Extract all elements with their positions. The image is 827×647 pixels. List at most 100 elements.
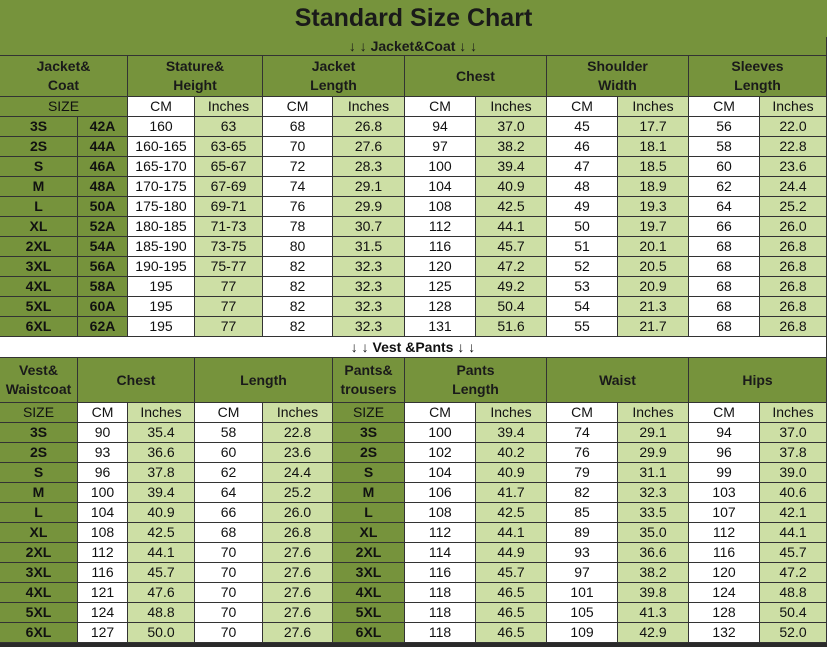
value-cell: 103 [689,483,760,503]
value-cell: 190-195 [128,257,195,277]
value-cell: 26.0 [263,503,333,523]
value-cell: 41.3 [618,603,689,623]
value-cell: 66 [195,503,263,523]
value-cell: 32.3 [333,277,405,297]
value-cell: 160 [128,117,195,137]
value-cell: 48.8 [128,603,195,623]
value-cell: 128 [689,603,760,623]
value-cell: 47.6 [128,583,195,603]
value-cell: 89 [547,523,618,543]
value-cell: 55 [547,317,618,337]
size-cell: 46A [78,157,128,177]
value-cell: 108 [405,503,476,523]
size-cell: 4XL [333,583,405,603]
value-cell: 68 [263,117,333,137]
unit-header: CM [547,403,618,423]
size-cell: 5XL [333,603,405,623]
value-cell: 37.0 [476,117,547,137]
value-cell: 73-75 [195,237,263,257]
value-cell: 195 [128,317,195,337]
column-header: Vest& Waistcoat [0,358,78,403]
value-cell: 160-165 [128,137,195,157]
value-cell: 44.1 [760,523,827,543]
unit-header: SIZE [0,403,78,423]
value-cell: 77 [195,277,263,297]
value-cell: 44.1 [476,523,547,543]
value-cell: 93 [547,543,618,563]
value-cell: 27.6 [263,603,333,623]
value-cell: 45.7 [476,237,547,257]
size-cell: S [0,157,78,177]
value-cell: 76 [547,443,618,463]
value-cell: 70 [263,137,333,157]
value-cell: 44.1 [476,217,547,237]
column-header: Sleeves Length [689,56,827,97]
value-cell: 124 [78,603,128,623]
value-cell: 51 [547,237,618,257]
value-cell: 39.4 [476,423,547,443]
value-cell: 76 [263,197,333,217]
value-cell: 45.7 [476,563,547,583]
value-cell: 68 [689,297,760,317]
value-cell: 82 [263,257,333,277]
value-cell: 64 [689,197,760,217]
value-cell: 74 [263,177,333,197]
value-cell: 25.2 [263,483,333,503]
column-header: Shoulder Width [547,56,689,97]
value-cell: 42.9 [618,623,689,643]
value-cell: 40.2 [476,443,547,463]
value-cell: 68 [689,317,760,337]
size-cell: 2XL [0,237,78,257]
value-cell: 120 [405,257,476,277]
value-cell: 32.3 [618,483,689,503]
value-cell: 45.7 [760,543,827,563]
value-cell: 118 [405,623,476,643]
value-cell: 50.4 [476,297,547,317]
unit-header: Inches [760,97,827,117]
value-cell: 19.7 [618,217,689,237]
value-cell: 195 [128,277,195,297]
value-cell: 46 [547,137,618,157]
value-cell: 53 [547,277,618,297]
value-cell: 39.8 [618,583,689,603]
value-cell: 23.6 [760,157,827,177]
unit-header: CM [405,97,476,117]
value-cell: 82 [263,277,333,297]
value-cell: 32.3 [333,257,405,277]
column-header: Jacket Length [263,56,405,97]
value-cell: 27.6 [263,543,333,563]
size-cell: L [333,503,405,523]
value-cell: 52.0 [760,623,827,643]
value-cell: 100 [405,423,476,443]
size-cell: 58A [78,277,128,297]
size-cell: 6XL [333,623,405,643]
size-cell: 2XL [333,543,405,563]
value-cell: 39.4 [476,157,547,177]
value-cell: 68 [689,237,760,257]
value-cell: 20.9 [618,277,689,297]
size-cell: 3XL [333,563,405,583]
value-cell: 70 [195,583,263,603]
value-cell: 45 [547,117,618,137]
unit-header: CM [547,97,618,117]
column-header: Pants& trousers [333,358,405,403]
value-cell: 38.2 [618,563,689,583]
value-cell: 96 [78,463,128,483]
value-cell: 62 [689,177,760,197]
value-cell: 48 [547,177,618,197]
value-cell: 31.5 [333,237,405,257]
value-cell: 96 [689,443,760,463]
unit-header: CM [78,403,128,423]
value-cell: 112 [405,523,476,543]
value-cell: 54 [547,297,618,317]
value-cell: 24.4 [760,177,827,197]
value-cell: 50 [547,217,618,237]
size-cell: 60A [78,297,128,317]
value-cell: 21.3 [618,297,689,317]
value-cell: 29.1 [333,177,405,197]
value-cell: 20.1 [618,237,689,257]
value-cell: 131 [405,317,476,337]
unit-header: Inches [128,403,195,423]
value-cell: 40.9 [476,463,547,483]
size-cell: 2S [333,443,405,463]
